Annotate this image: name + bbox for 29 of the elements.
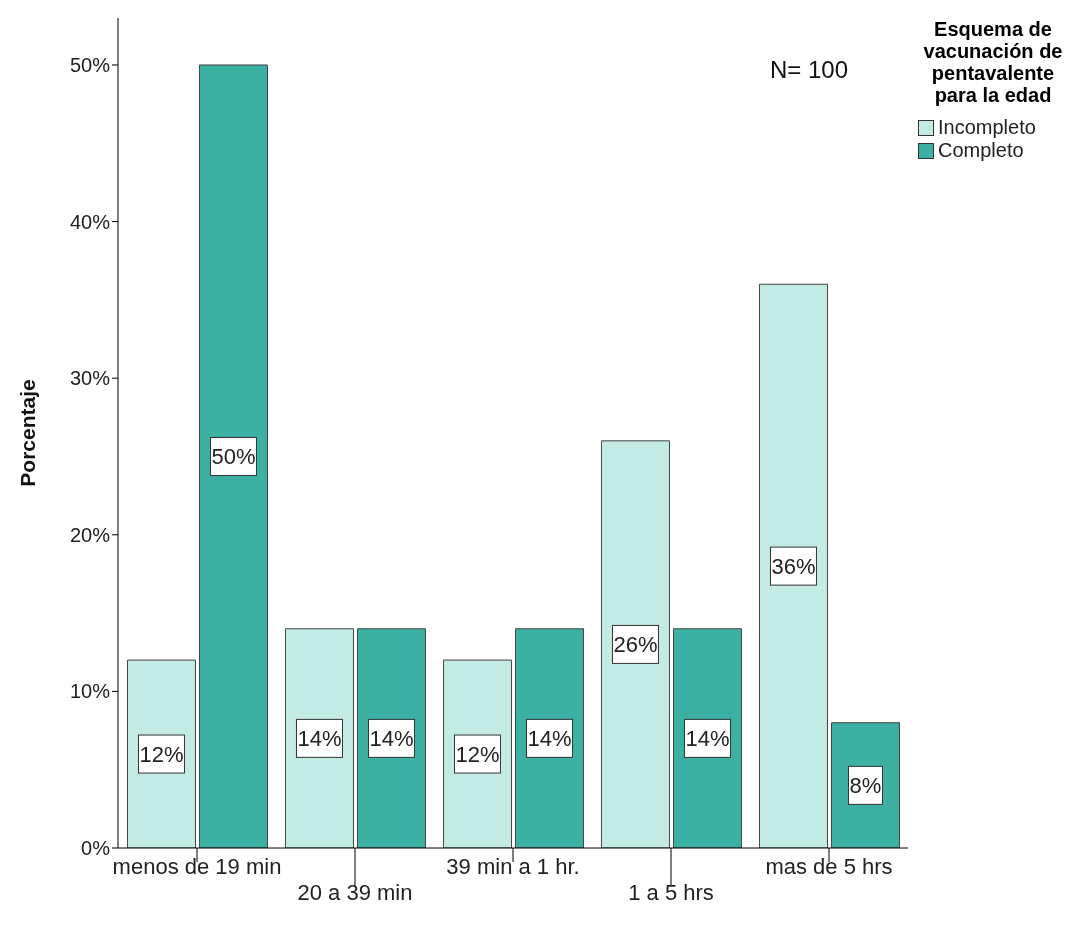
y-tick-label: 10% (69, 680, 111, 703)
data-label: 14% (527, 726, 572, 752)
data-label: 14% (685, 726, 730, 752)
data-label: 26% (613, 632, 658, 658)
x-tick-label: mas de 5 hrs (765, 854, 893, 879)
x-tick-label: 20 a 39 min (297, 880, 413, 905)
data-label: 14% (297, 726, 342, 752)
data-label: 14% (369, 726, 414, 752)
y-tick-label: 30% (69, 367, 111, 390)
bar (600, 440, 670, 848)
x-tick-label: 39 min a 1 hr. (446, 854, 580, 879)
data-label: 36% (771, 554, 816, 580)
bar (198, 64, 268, 848)
data-label: 8% (849, 773, 882, 799)
annotation: N= 100 (769, 56, 848, 84)
y-axis-title: Porcentaje (16, 379, 40, 487)
data-label: 12% (455, 742, 500, 768)
legend-label: Incompleto (937, 116, 1037, 139)
y-tick-label: 0% (81, 837, 111, 860)
y-tick-label: 40% (69, 210, 111, 233)
y-tick-label: 20% (69, 523, 111, 546)
y-tick-label: 50% (69, 54, 111, 77)
data-label: 12% (139, 742, 184, 768)
legend-label: Completo (937, 139, 1025, 162)
x-tick-label: menos de 19 min (112, 854, 282, 879)
bar (758, 283, 828, 848)
data-label: 50% (211, 444, 256, 470)
legend-title: Esquema de vacunación de pentavalente para la edad (922, 18, 1064, 106)
x-tick-label: 1 a 5 hrs (628, 880, 714, 905)
